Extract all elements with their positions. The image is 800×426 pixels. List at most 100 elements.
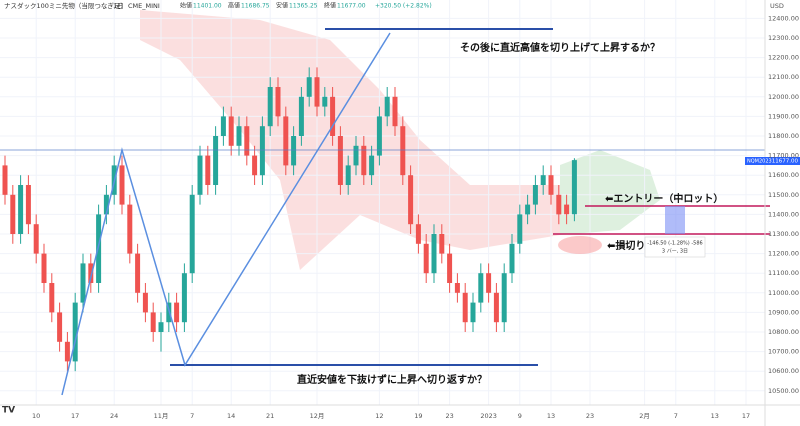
- y-tick-label: 11200.00: [768, 250, 799, 258]
- y-tick-label: 10600.00: [768, 367, 799, 375]
- symbol: ナスダック100ミニ先物（当限つなぎ足）: [4, 1, 127, 10]
- candle-body: [18, 185, 24, 234]
- candle-body: [244, 126, 250, 156]
- y-tick-label: 10800.00: [768, 328, 799, 336]
- candle-body: [408, 175, 414, 225]
- candle-body: [142, 292, 148, 313]
- candle-body: [525, 204, 531, 215]
- candle-body: [330, 96, 336, 136]
- candle-body: [540, 175, 546, 185]
- y-tick-label: 11900.00: [768, 112, 799, 120]
- candle-body: [493, 292, 499, 323]
- candle-body: [322, 96, 328, 107]
- candle-body: [49, 283, 55, 313]
- logo: TV: [2, 406, 15, 416]
- candle-body: [384, 96, 390, 117]
- candle-body: [478, 273, 484, 303]
- annotation: ⬅損切り: [607, 239, 645, 252]
- candle-body: [275, 87, 281, 117]
- field-label: 高値: [228, 2, 240, 10]
- y-tick-label: 12300.00: [768, 34, 799, 42]
- candle-body: [80, 263, 86, 303]
- y-tick-label: 10500.00: [768, 387, 799, 395]
- candle-body: [135, 253, 141, 293]
- candle-body: [197, 155, 203, 195]
- x-tick-label: 10: [32, 412, 40, 420]
- annotation: ⬅エントリー（中ロット）: [605, 192, 723, 205]
- candle-body: [314, 77, 320, 107]
- price-tag: [745, 157, 800, 165]
- y-tick-label: 11400.00: [768, 210, 799, 218]
- drawings: [0, 28, 770, 396]
- field-label: 安値: [276, 2, 288, 10]
- measure-label: 3 バー, 3日: [662, 249, 688, 255]
- y-tick-label: 12100.00: [768, 73, 799, 81]
- candle-body: [57, 312, 63, 342]
- candle-body: [509, 243, 515, 274]
- y-tick-label: 11000.00: [768, 289, 799, 297]
- header: ナスダック100ミニ先物（当限つなぎ足） 1日 CME_MINI +320.50…: [4, 1, 432, 10]
- candle-body: [72, 302, 78, 362]
- candle-body: [10, 194, 16, 234]
- candle-body: [283, 116, 289, 166]
- y-tick-label: 12400.00: [768, 14, 799, 22]
- candle-body: [423, 243, 429, 274]
- y-tick-label: 10700.00: [768, 348, 799, 356]
- candle-body: [166, 302, 172, 323]
- candle-body: [376, 116, 382, 156]
- x-tick-label: 2月: [639, 412, 650, 420]
- field-value: 11677.00: [337, 3, 366, 10]
- candle-body: [431, 234, 437, 274]
- candle-body: [556, 194, 562, 215]
- candle-body: [236, 126, 242, 146]
- candle-body: [33, 224, 39, 254]
- candle-body: [150, 312, 156, 332]
- candle-body: [259, 126, 265, 176]
- candle-body: [220, 116, 226, 136]
- candle-body: [291, 136, 297, 166]
- candle-body: [571, 160, 577, 215]
- candle-body: [447, 253, 453, 283]
- x-tick-label: 19: [414, 412, 422, 420]
- candle-body: [353, 145, 359, 166]
- currency: USD: [770, 2, 784, 10]
- field-label: 始値: [180, 2, 192, 10]
- candle-body: [548, 175, 554, 195]
- candle-body: [517, 214, 523, 244]
- y-tick-label: 11600.00: [768, 171, 799, 179]
- candle-body: [25, 185, 31, 225]
- x-tick-label: 2023: [480, 412, 497, 420]
- candle-body: [213, 136, 219, 185]
- exchange: CME_MINI: [128, 2, 160, 10]
- candle-body: [454, 283, 460, 293]
- y-tick-label: 12000.00: [768, 93, 799, 101]
- candle-body: [345, 165, 351, 185]
- candle-body: [267, 87, 273, 127]
- y-tick-label: 12200.00: [768, 54, 799, 62]
- field-label: 終値: [324, 2, 336, 10]
- x-tick-label: 9: [518, 412, 522, 420]
- ichimoku-cloud: [140, 10, 660, 270]
- candle-body: [369, 155, 375, 176]
- candles: [2, 67, 577, 372]
- y-tick-label: 10900.00: [768, 308, 799, 316]
- annotation: 直近安値を下抜けずに上昇へ切り返すか？: [297, 373, 487, 386]
- candle-body: [127, 204, 133, 254]
- field-value: 11365.25: [289, 3, 318, 10]
- candle-body: [415, 224, 421, 244]
- symbol-code: NQM2023: [747, 159, 772, 165]
- interval: 1日: [113, 2, 124, 10]
- candle-body: [462, 292, 468, 323]
- x-tick-label: 12: [375, 412, 383, 420]
- candle-body: [501, 273, 507, 323]
- candle-body: [228, 116, 234, 146]
- candle-body: [298, 96, 304, 136]
- annotation: その後に直近高値を切り上げて上昇するか？: [460, 41, 660, 54]
- x-tick-label: 14: [227, 412, 235, 420]
- candle-body: [103, 194, 109, 215]
- y-tick-label: 11300.00: [768, 230, 799, 238]
- candle-body: [205, 155, 211, 185]
- candle-body: [158, 322, 164, 332]
- candle-body: [64, 341, 70, 362]
